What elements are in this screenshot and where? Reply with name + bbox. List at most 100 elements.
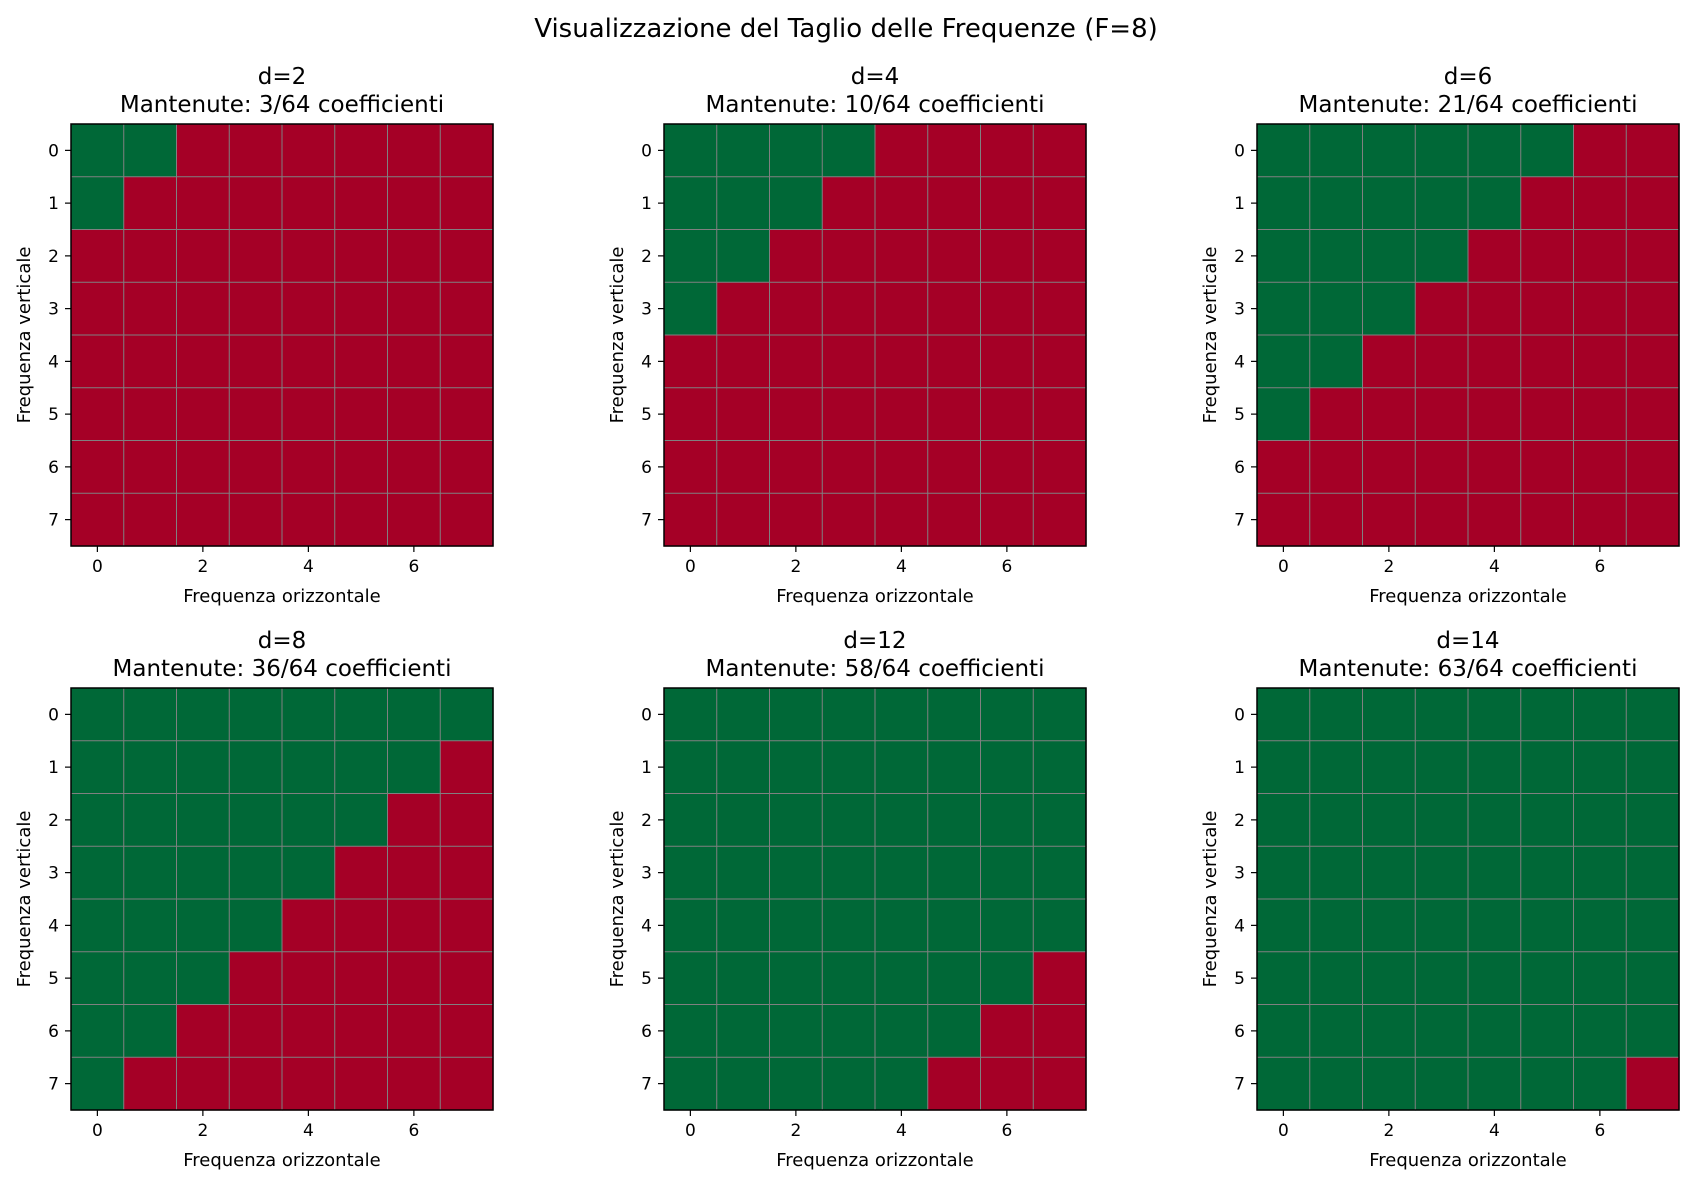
heatmap-cell — [1257, 1057, 1311, 1111]
heatmap-cell — [440, 899, 494, 953]
y-tick-label: 2 — [48, 811, 59, 831]
heatmap-cell — [769, 1057, 823, 1111]
heatmap-cell — [123, 440, 178, 494]
heatmap-cell — [229, 740, 283, 795]
heatmap-cell — [875, 440, 929, 494]
heatmap-cell — [1362, 1004, 1416, 1058]
heatmap-cell — [1626, 493, 1680, 547]
heatmap-cell — [1257, 229, 1311, 283]
heatmap-cell — [176, 124, 230, 178]
heatmap-cell — [1362, 335, 1416, 389]
heatmap-cell — [927, 899, 982, 953]
heatmap-cell — [1309, 176, 1364, 231]
heatmap-cell — [664, 1004, 718, 1058]
heatmap-cell — [440, 387, 494, 442]
heatmap-cell — [1309, 740, 1364, 795]
heatmap-cell — [123, 688, 178, 742]
x-tick-label: 0 — [685, 1121, 696, 1141]
heatmap-cell — [123, 124, 178, 178]
heatmap-cell — [1573, 1057, 1627, 1111]
heatmap-cell — [822, 1004, 876, 1058]
heatmap-cell — [1573, 493, 1627, 547]
panel-subtitle: Mantenute: 10/64 coefficienti — [706, 92, 1045, 118]
heatmap-cell — [334, 335, 389, 389]
heatmap-cell — [334, 740, 389, 795]
heatmap-cell — [822, 846, 876, 900]
y-tick-label: 3 — [48, 300, 59, 320]
x-tick-label: 4 — [303, 1121, 314, 1141]
heatmap-cell — [1415, 229, 1469, 283]
heatmap-cell — [1573, 229, 1627, 283]
heatmap-cell — [387, 124, 441, 178]
heatmap-cell — [123, 951, 178, 1006]
axes-frame — [663, 687, 1087, 1111]
heatmap-cell — [769, 899, 823, 953]
heatmap-cell — [822, 1057, 876, 1111]
heatmap-cell — [123, 387, 178, 442]
y-tick-label: 2 — [641, 811, 652, 831]
heatmap-cell — [1626, 793, 1680, 847]
heatmap-cell — [334, 688, 389, 742]
x-tick-label: 4 — [1489, 557, 1500, 577]
y-tick-label: 0 — [48, 141, 59, 161]
heatmap-cell — [71, 899, 125, 953]
heatmap-cell — [1033, 1057, 1087, 1111]
heatmap-cell — [1626, 951, 1680, 1006]
heatmap-cell — [716, 229, 771, 283]
heatmap-cell — [1573, 846, 1627, 900]
heatmap-cell — [440, 1057, 494, 1111]
heatmap-cell — [1257, 740, 1311, 795]
heatmap-cell — [176, 846, 230, 900]
heatmap-cell — [282, 899, 336, 953]
heatmap-cell — [716, 282, 771, 336]
heatmap-cell — [1626, 440, 1680, 494]
heatmap-cell — [387, 1057, 441, 1111]
x-tick-label: 4 — [896, 1121, 907, 1141]
heatmap-cell — [927, 229, 982, 283]
heatmap-cell — [927, 846, 982, 900]
heatmap-cell — [875, 176, 929, 231]
y-tick-label: 3 — [48, 864, 59, 884]
heatmap-cell — [334, 1004, 389, 1058]
x-tick-label: 4 — [896, 557, 907, 577]
heatmap-cell — [1309, 387, 1364, 442]
x-axis-label: Frequenza orizzontale — [1369, 1150, 1567, 1171]
heatmap-cell — [1033, 124, 1087, 178]
heatmap-cell — [176, 899, 230, 953]
heatmap-cell — [1415, 493, 1469, 547]
y-tick-label: 1 — [1234, 194, 1245, 214]
heatmap-cell — [282, 951, 336, 1006]
heatmap-cell — [875, 1057, 929, 1111]
heatmap-cell — [716, 387, 771, 442]
y-axis-label: Frequenza verticale — [607, 811, 628, 988]
heatmap-cell — [1468, 1004, 1522, 1058]
panel-subtitle: Mantenute: 58/64 coefficienti — [706, 656, 1045, 682]
y-tick-label: 7 — [48, 511, 59, 531]
y-tick-label: 1 — [48, 758, 59, 778]
heatmap-cell — [1415, 440, 1469, 494]
heatmap-cell — [176, 176, 230, 231]
panel-title: d=4 — [851, 64, 900, 90]
heatmap-cell — [1626, 229, 1680, 283]
heatmap-cell — [387, 688, 441, 742]
heatmap-cell — [71, 846, 125, 900]
heatmap-cell — [123, 229, 178, 283]
heatmap-cell — [229, 793, 283, 847]
heatmap-cell — [1573, 688, 1627, 742]
heatmap-cell — [1415, 793, 1469, 847]
heatmap-cell — [664, 688, 718, 742]
heatmap-cell — [1257, 176, 1311, 231]
y-tick-label: 5 — [1234, 969, 1245, 989]
heatmap-cell — [1033, 1004, 1087, 1058]
heatmap-cell — [716, 688, 771, 742]
y-tick-label: 3 — [641, 300, 652, 320]
x-tick-label: 2 — [790, 557, 801, 577]
heatmap-cell — [440, 124, 494, 178]
heatmap-cell — [1033, 740, 1087, 795]
y-tick-label: 1 — [641, 758, 652, 778]
panel-subtitle: Mantenute: 21/64 coefficienti — [1299, 92, 1638, 118]
heatmap-cell — [1257, 124, 1311, 178]
y-tick-label: 7 — [641, 1075, 652, 1095]
